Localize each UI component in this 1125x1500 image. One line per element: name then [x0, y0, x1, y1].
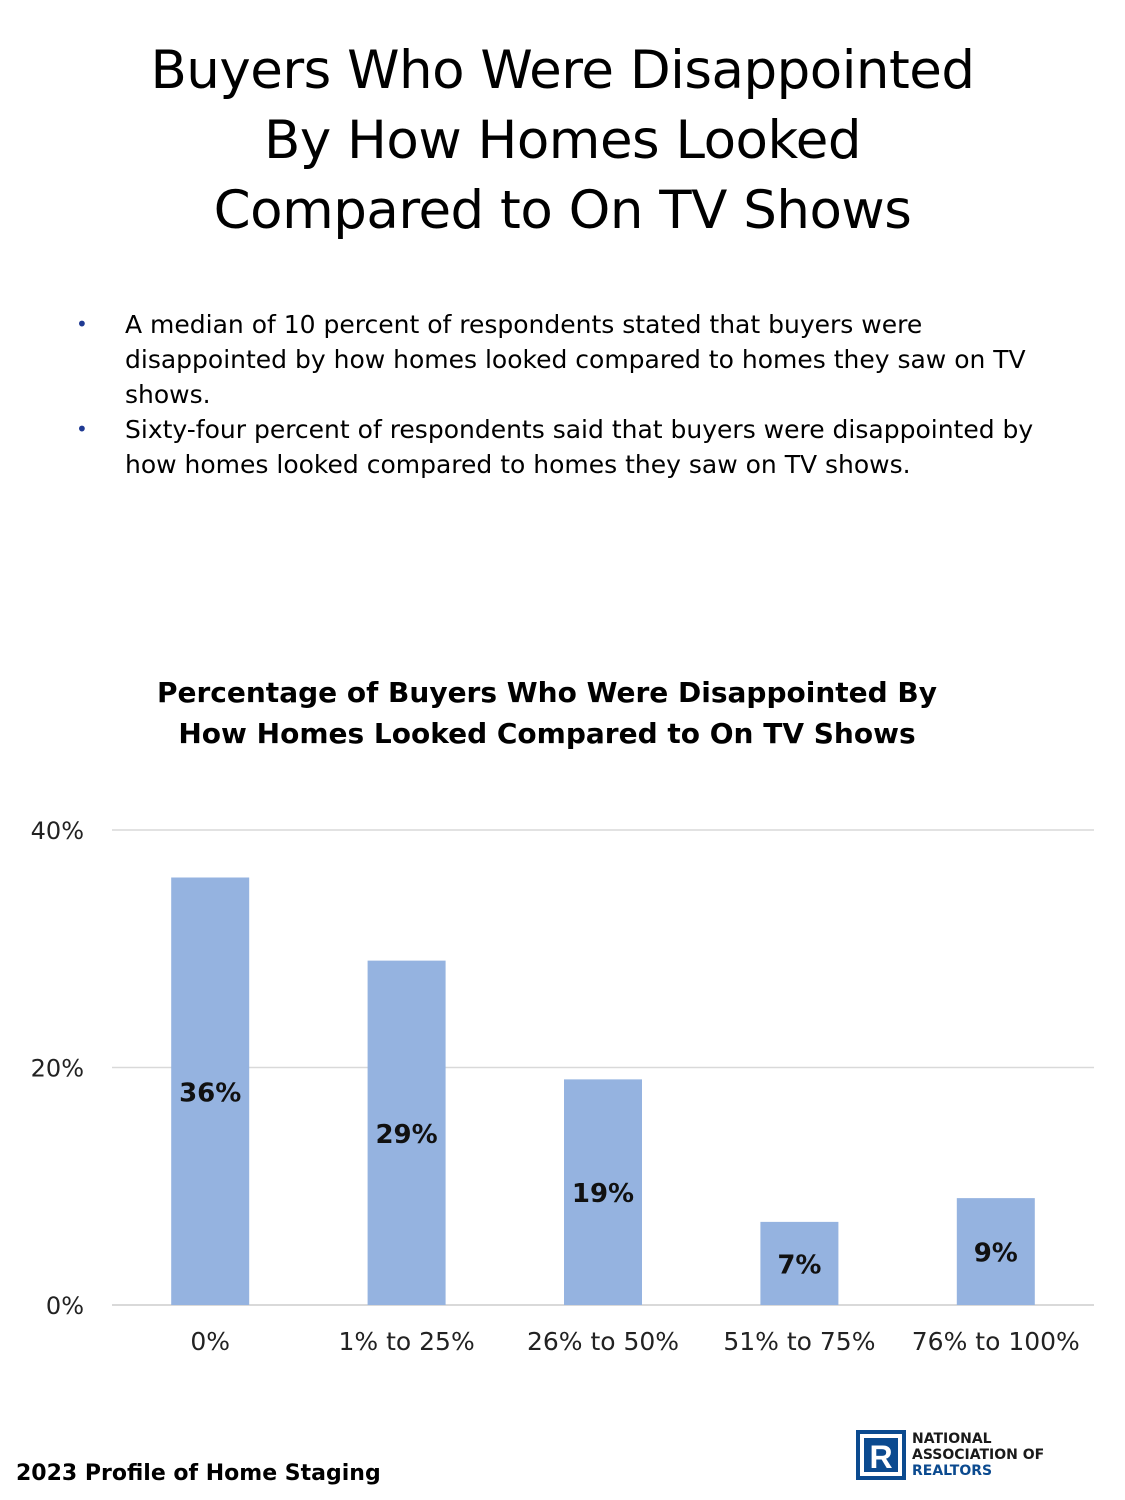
bar-chart: 0% 20% 40% 36% 0% 29% 1% to 25% 19% 26% to 50% 7%… [31, 817, 1094, 1356]
bullet-item: A median of 10 percent of respondents st… [76, 307, 1066, 412]
nar-logo: R NATIONAL ASSOCIATION OF REALTORS [856, 1428, 1096, 1484]
logo-line-1: NATIONAL [912, 1431, 992, 1447]
bullet-list: A median of 10 percent of respondents st… [76, 307, 1066, 482]
x-tick-label: 0% [190, 1327, 230, 1356]
logo-text: NATIONAL ASSOCIATION OF REALTORS [912, 1431, 1044, 1479]
x-tick-label: 51% to 75% [723, 1327, 875, 1356]
bar [956, 1198, 1035, 1305]
y-tick-label: 0% [46, 1292, 84, 1320]
realtor-r-icon: R [856, 1430, 906, 1480]
data-label: 9% [974, 1239, 1018, 1269]
y-tick-label: 40% [31, 817, 84, 845]
data-label: 19% [572, 1179, 634, 1209]
chart-title: Percentage of Buyers Who Were Disappoint… [156, 676, 938, 750]
data-label: 36% [179, 1078, 241, 1108]
x-tick-label: 26% to 50% [527, 1327, 679, 1356]
x-tick-label: 1% to 25% [338, 1327, 474, 1356]
bar [564, 1079, 642, 1305]
logo-line-3: REALTORS [912, 1463, 993, 1479]
bar [171, 877, 250, 1305]
x-tick-label: 76% to 100% [912, 1327, 1080, 1356]
bullet-item: Sixty-four percent of respondents said t… [76, 412, 1066, 482]
bar [760, 1221, 839, 1305]
logo-letter: R [869, 1439, 892, 1475]
footer-source: 2023 Profile of Home Staging [16, 1461, 381, 1486]
logo-line-2: ASSOCIATION OF [912, 1447, 1045, 1463]
page-title: Buyers Who Were Disappointed By How Home… [150, 40, 975, 241]
bar [367, 960, 446, 1305]
data-label: 29% [375, 1120, 437, 1150]
y-tick-label: 20% [31, 1055, 84, 1083]
data-label: 7% [777, 1250, 821, 1280]
